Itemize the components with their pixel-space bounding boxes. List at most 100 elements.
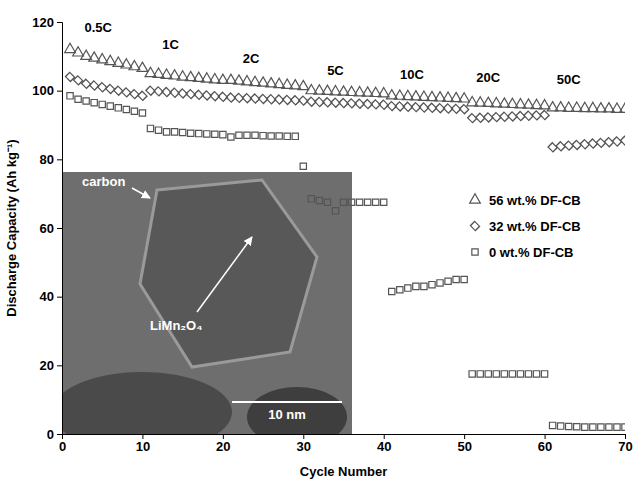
- point: [566, 423, 572, 429]
- point: [220, 131, 226, 137]
- inset-particle: [247, 387, 347, 434]
- legend-label: 56 wt.% DF-CB: [489, 193, 581, 208]
- point: [620, 136, 625, 145]
- annotation: 0.5C: [84, 20, 112, 35]
- point: [276, 133, 282, 139]
- point: [91, 100, 97, 106]
- point: [556, 142, 565, 151]
- tick-mark: [57, 228, 62, 229]
- point: [541, 371, 547, 377]
- tick: 0: [47, 427, 62, 442]
- point: [405, 285, 411, 291]
- point: [453, 276, 459, 282]
- tick-mark: [57, 365, 62, 366]
- legend-item: 0 wt.% DF-CB: [472, 245, 574, 260]
- point: [137, 62, 148, 71]
- chart: carbonLiMn₂O₄10 nm0102030405060700204060…: [0, 0, 638, 488]
- point: [524, 111, 533, 120]
- point: [604, 138, 613, 147]
- legend-item: 56 wt.% DF-CB: [470, 193, 581, 208]
- point: [379, 100, 388, 109]
- point: [612, 137, 621, 146]
- point: [260, 132, 266, 138]
- tick-label: 60: [40, 221, 54, 236]
- tick: 40: [40, 289, 62, 304]
- inset-particle: [140, 180, 317, 367]
- point: [123, 106, 129, 112]
- legend-label: 0 wt.% DF-CB: [489, 245, 574, 260]
- x-axis: 010203040506070: [59, 434, 633, 454]
- point: [107, 103, 113, 109]
- point: [131, 108, 137, 114]
- point: [590, 424, 596, 430]
- tick: 30: [297, 434, 311, 454]
- point: [598, 424, 604, 430]
- tick: 10: [136, 434, 150, 454]
- tick-mark: [57, 434, 62, 435]
- point: [622, 424, 625, 430]
- point: [378, 88, 389, 97]
- point: [580, 140, 589, 149]
- tick-label: 70: [618, 439, 632, 454]
- annotation: 5C: [327, 63, 344, 78]
- point: [508, 112, 517, 121]
- tick-label: 40: [40, 289, 54, 304]
- point: [356, 199, 362, 205]
- legend-marker: [470, 221, 479, 230]
- tick: 60: [538, 434, 552, 454]
- point: [308, 196, 314, 202]
- legend-marker: [470, 194, 481, 203]
- point: [121, 59, 132, 68]
- point: [574, 424, 580, 430]
- point: [477, 371, 483, 377]
- inset-label: carbon: [82, 174, 125, 189]
- point: [188, 130, 194, 136]
- inset-scale-bar: [232, 401, 342, 403]
- point: [138, 91, 147, 100]
- point: [268, 133, 274, 139]
- point: [348, 199, 354, 205]
- tick: 70: [618, 434, 632, 454]
- point: [620, 103, 625, 112]
- point: [582, 424, 588, 430]
- series: [65, 72, 625, 152]
- point: [548, 143, 557, 152]
- point: [122, 88, 131, 97]
- point: [139, 110, 145, 116]
- inset-arrow: [197, 237, 252, 312]
- point: [606, 424, 612, 430]
- point: [129, 60, 140, 69]
- tick: 40: [377, 434, 391, 454]
- tick-label: 80: [40, 152, 54, 167]
- point: [105, 55, 116, 64]
- point: [324, 199, 330, 205]
- annotation: 50C: [557, 72, 581, 87]
- point: [212, 131, 218, 137]
- point: [484, 113, 493, 122]
- inset-label: 10 nm: [268, 407, 306, 422]
- point: [83, 98, 89, 104]
- inset-particle: [62, 372, 232, 434]
- point: [437, 280, 443, 286]
- point: [539, 100, 550, 109]
- point: [485, 371, 491, 377]
- annotation: 10C: [400, 67, 424, 82]
- point: [299, 96, 308, 105]
- point: [67, 93, 73, 99]
- axis-line: [57, 23, 63, 435]
- tick-label: 120: [32, 15, 54, 30]
- tick-mark: [57, 91, 62, 92]
- point: [476, 113, 485, 122]
- tick: 0: [59, 434, 66, 454]
- point: [533, 371, 539, 377]
- point: [461, 276, 467, 282]
- point: [332, 208, 338, 214]
- point: [525, 371, 531, 377]
- tick-label: 50: [457, 439, 471, 454]
- point: [532, 111, 541, 120]
- x-axis-title: Cycle Number: [300, 464, 387, 479]
- point: [397, 287, 403, 293]
- tick: 120: [32, 15, 62, 30]
- tick-mark: [57, 22, 62, 23]
- annotation: 20C: [476, 70, 500, 85]
